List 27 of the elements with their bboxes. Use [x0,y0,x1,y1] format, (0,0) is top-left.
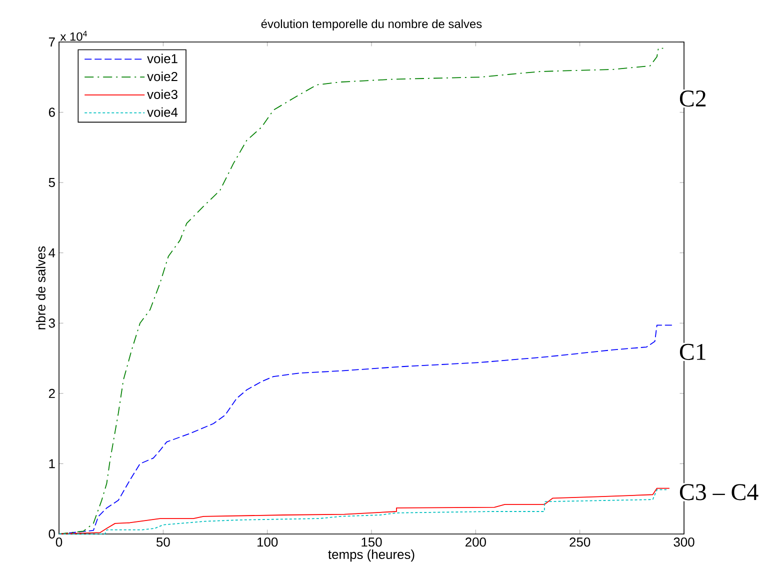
line-series [58,48,664,534]
annotation: C1 [680,344,706,360]
y-tick-label: 5 [48,178,55,188]
x-tick-label: 150 [362,538,382,547]
legend-label: voie1 [147,54,178,64]
x-tick-label: 250 [570,538,590,547]
x-tick-label: 200 [466,538,486,547]
x-tick-label: 100 [258,538,278,547]
y-tick-label: 4 [48,248,56,258]
y-axis-title: nbre de salves [36,246,46,330]
legend-label: voie2 [147,72,178,82]
x-tick-label: 50 [156,538,170,547]
y-tick-label: 7 [48,38,55,46]
legend-label: voie3 [147,89,178,99]
annotation: C3 – C4 [680,484,758,500]
y-tick-label: 3 [48,318,55,328]
y-tick-label: 6 [48,108,55,117]
chart-title: évolution temporelle du nombre de salves [261,19,482,30]
x-tick-label: 300 [674,538,694,547]
y-tick-label: 2 [48,388,55,398]
x-axis-title: temps (heures) [328,550,414,562]
annotation: C2 [680,90,706,107]
x-tick-label: 0 [56,538,62,547]
text: x 10$^{4}$ [60,30,88,41]
legend-label: voie4 [147,107,178,117]
y-tick-label: 1 [49,459,55,468]
y-tick-label: 0 [48,529,55,539]
